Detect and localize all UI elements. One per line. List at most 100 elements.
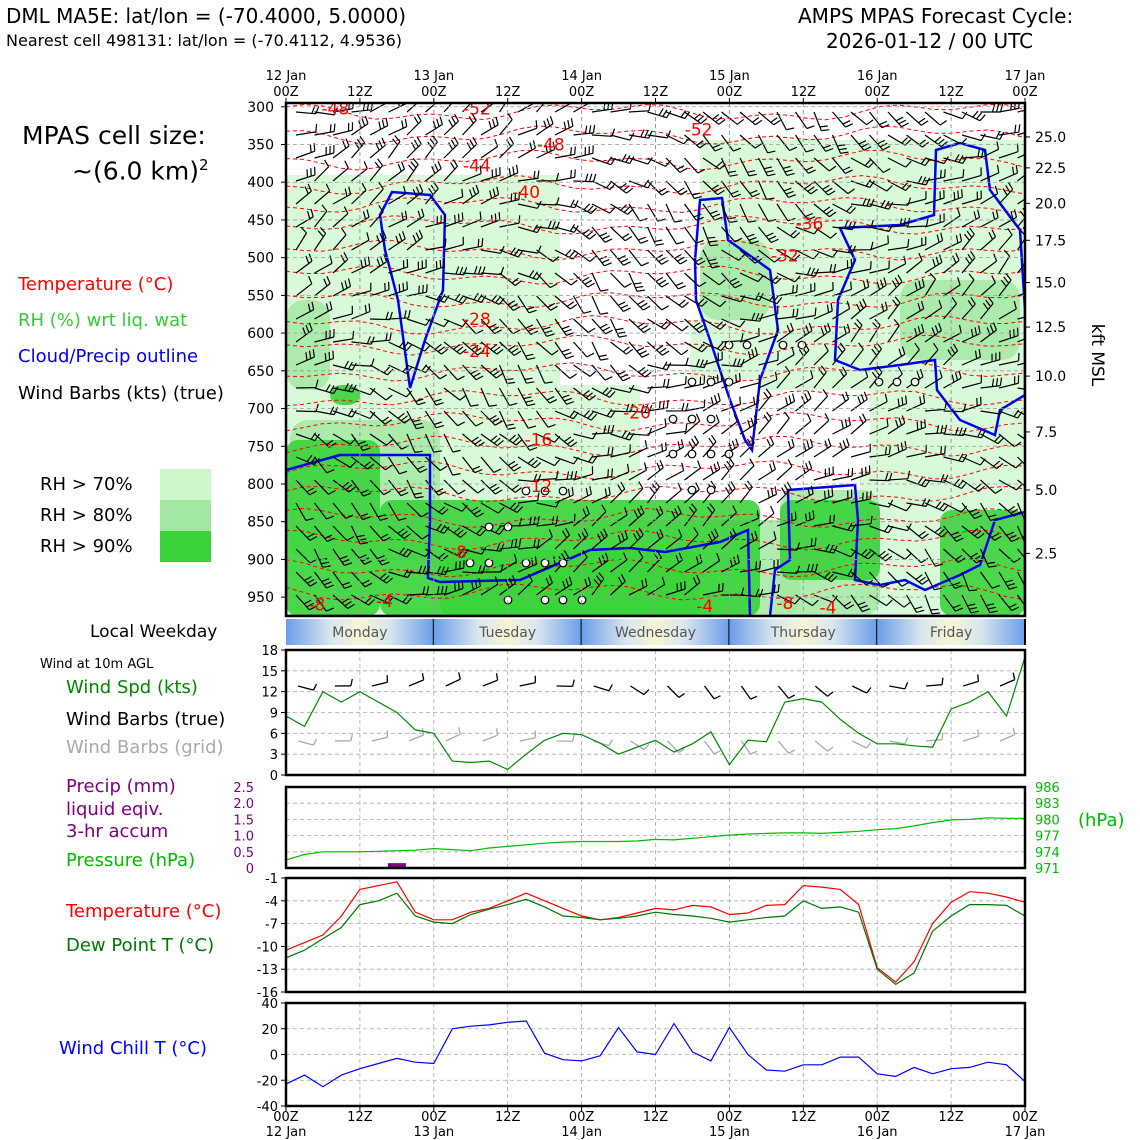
wind-barb xyxy=(739,249,763,264)
wind-barb xyxy=(813,594,838,603)
wind-barb xyxy=(480,410,503,426)
wind-barb-true xyxy=(667,685,685,698)
wind-barb xyxy=(332,122,354,136)
wind-barb xyxy=(924,322,942,343)
wind-barb xyxy=(499,341,522,356)
wind-barb xyxy=(665,226,685,245)
wind-barb xyxy=(443,318,468,328)
wind-barb xyxy=(980,377,1003,389)
wind-barb xyxy=(517,387,536,407)
wind-barb xyxy=(757,157,776,177)
top-hour-label: 00Z xyxy=(273,85,299,100)
wind-panel-title: Wind at 10m AGL xyxy=(40,657,154,672)
temperature-label: -8 xyxy=(776,594,793,614)
wind-barb xyxy=(665,318,689,332)
wind-barb xyxy=(647,295,670,311)
wind-barb xyxy=(758,388,772,412)
wind-barb xyxy=(795,343,810,366)
wind-barb xyxy=(980,571,1000,589)
wind-barb xyxy=(702,434,717,458)
wind-barb xyxy=(980,351,1001,366)
wind-barb xyxy=(332,525,355,541)
wind-barb-grid xyxy=(630,740,650,751)
wind-barb xyxy=(961,429,986,439)
wind-barb xyxy=(554,199,579,209)
wind-barb xyxy=(887,255,907,274)
isotherm-line xyxy=(286,390,1025,407)
wind-barb xyxy=(536,249,560,263)
wind-barb xyxy=(406,525,430,540)
wind-barb xyxy=(610,153,635,164)
wind-barb xyxy=(517,573,533,596)
wind-barb xyxy=(499,456,522,472)
wind-barb xyxy=(702,134,723,152)
wind-barb xyxy=(628,427,653,436)
wind-barb xyxy=(739,226,759,245)
wind-barb xyxy=(739,588,764,598)
bottom-hour-label: 00Z xyxy=(569,1110,595,1125)
wind-barb xyxy=(721,554,740,573)
wind-barb xyxy=(906,236,927,251)
temp-panel-frame xyxy=(284,876,1027,994)
wind-barb-grid xyxy=(962,729,980,742)
wind-barb xyxy=(684,134,707,149)
wind-barb xyxy=(813,488,834,504)
wind-barb xyxy=(314,350,334,366)
wind-barb xyxy=(591,572,605,596)
wind-barb xyxy=(1017,362,1025,366)
wind-barb xyxy=(536,529,553,550)
wind-barb xyxy=(554,470,578,481)
rh-key-90-label: RH > 90% xyxy=(40,536,133,557)
wind-barb xyxy=(702,249,720,269)
wind-barb xyxy=(758,327,778,343)
wind-barb xyxy=(388,103,408,113)
wind-barb xyxy=(665,295,689,308)
wind-barb-true xyxy=(926,677,944,687)
wind-barb xyxy=(665,203,683,223)
label-wind-barbs-true: Wind Barbs (true) xyxy=(66,709,226,730)
wind-barb xyxy=(462,266,486,275)
wind-barb xyxy=(480,341,504,355)
wind-barb xyxy=(813,413,830,435)
wind-barb xyxy=(462,546,487,555)
wind-barb xyxy=(998,548,1021,563)
wind-barb xyxy=(517,433,538,451)
bottom-hour-label: 12Z xyxy=(938,1110,964,1125)
wind-barb xyxy=(351,387,376,396)
wind-barb xyxy=(554,513,576,527)
wind-barb xyxy=(462,433,485,448)
cell-size-value: ~(6.0 km)2 xyxy=(72,156,209,185)
wind-barb-grid xyxy=(445,727,461,742)
wind-barb xyxy=(295,454,320,466)
wind-barb xyxy=(554,341,575,360)
wind-barb xyxy=(406,586,430,596)
wind-barb xyxy=(665,402,689,412)
wind-barb xyxy=(573,124,596,136)
wind-barb xyxy=(943,427,967,437)
wind-barb xyxy=(758,461,776,481)
calm-circle xyxy=(668,449,678,459)
wind-barb xyxy=(517,410,537,429)
panel-ytick-label: 0 xyxy=(270,769,278,784)
temperature-line xyxy=(285,881,1026,983)
wind-barb xyxy=(480,294,505,305)
top-date-label: 17 Jan xyxy=(1005,69,1046,84)
wind-barb xyxy=(351,135,366,159)
legend-wind: Wind Barbs (kts) (true) xyxy=(18,383,224,404)
wind-barb xyxy=(943,296,957,320)
wind-barb xyxy=(684,318,707,334)
wind-barb xyxy=(979,502,999,521)
wind-barb xyxy=(702,528,719,550)
wind-barb xyxy=(591,504,607,527)
wind-barb xyxy=(850,391,868,412)
kft-tick-label: 25.0 xyxy=(1035,130,1066,146)
wind-barb xyxy=(943,324,962,343)
wind-barb xyxy=(906,525,929,540)
wind-barb xyxy=(628,481,644,504)
wind-barb xyxy=(610,552,628,573)
temperature-label: -40 xyxy=(512,183,540,203)
wind-barb xyxy=(369,117,389,136)
wind-barb xyxy=(443,410,465,427)
wind-barb xyxy=(351,282,372,297)
kft-tick-label: 10.0 xyxy=(1035,369,1066,385)
